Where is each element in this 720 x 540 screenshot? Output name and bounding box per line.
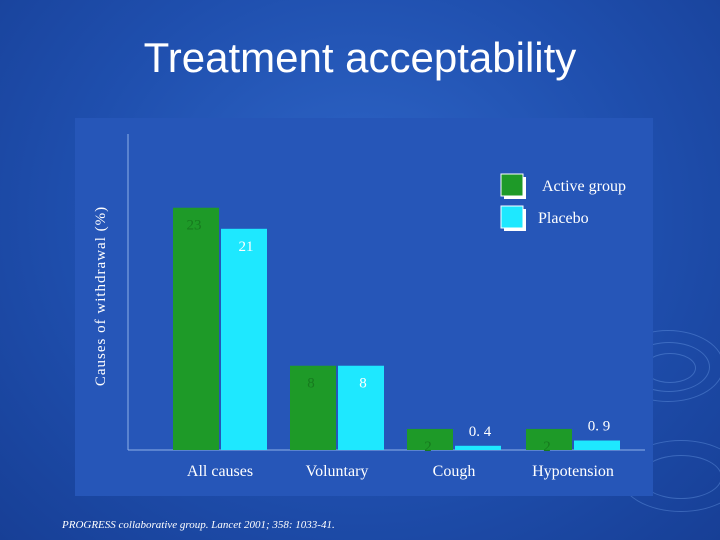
legend-label: Placebo — [538, 210, 589, 227]
data-label: 0. 9 — [588, 419, 611, 435]
bar-cough-placebo — [455, 445, 501, 450]
legend: Active group Placebo — [500, 173, 626, 231]
bar-voluntary-placebo — [338, 365, 384, 450]
data-label: 21 — [239, 239, 254, 255]
data-label: 23 — [187, 218, 202, 234]
data-label: 8 — [359, 376, 367, 392]
data-label: 0. 4 — [469, 424, 492, 440]
x-tick-label: All causes — [187, 463, 253, 480]
bar-voluntary-active — [290, 365, 336, 450]
bar-hypotension-placebo — [574, 440, 620, 450]
y-axis-label: Causes of withdrawal (%) — [93, 206, 109, 386]
bar-hypotension-active — [526, 428, 572, 450]
bar-all-causes-placebo — [221, 228, 267, 450]
bar-cough-active — [407, 428, 453, 450]
x-tick-label: Hypotension — [532, 463, 614, 480]
bar-chart: Causes of withdrawal (%) 23 21 All causes 8… — [93, 134, 645, 480]
data-label: 8 — [307, 376, 315, 392]
x-tick-label: Voluntary — [306, 463, 369, 480]
data-label: 2 — [424, 439, 432, 455]
legend-swatch-active — [500, 173, 524, 197]
legend-label: Active group — [542, 178, 626, 195]
data-label: 2 — [543, 439, 551, 455]
bar-all-causes-active — [173, 207, 219, 450]
legend-swatch-placebo — [500, 205, 524, 229]
source-citation: PROGRESS collaborative group. Lancet 200… — [62, 519, 335, 531]
x-tick-label: Cough — [433, 463, 476, 480]
slide-title: Treatment acceptability — [143, 34, 577, 81]
